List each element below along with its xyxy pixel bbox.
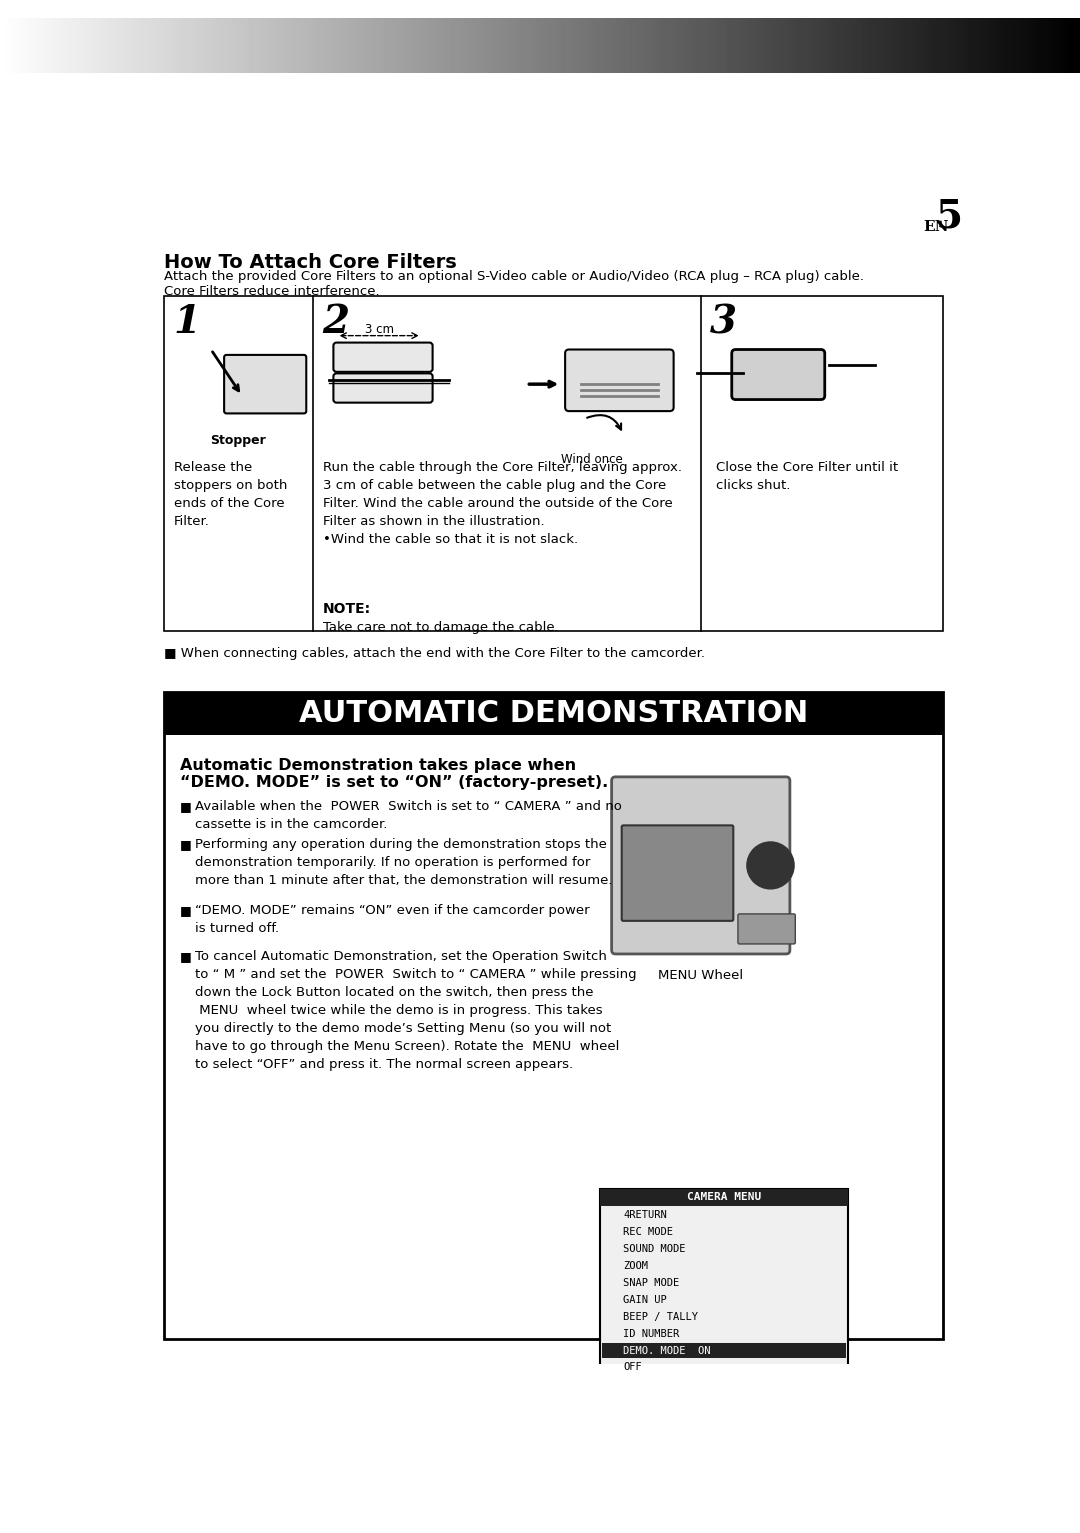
FancyBboxPatch shape — [334, 374, 433, 403]
Bar — [164, 296, 943, 630]
Text: AUTOMATIC DEMONSTRATION: AUTOMATIC DEMONSTRATION — [299, 699, 808, 728]
Text: 5: 5 — [935, 198, 962, 236]
Text: Wind once: Wind once — [562, 454, 623, 466]
FancyBboxPatch shape — [611, 777, 789, 954]
Text: EN: EN — [923, 221, 948, 235]
Text: REC MODE: REC MODE — [623, 1226, 673, 1237]
FancyBboxPatch shape — [334, 342, 433, 373]
Text: Run the cable through the Core Filter, leaving approx.
3 cm of cable between the: Run the cable through the Core Filter, l… — [323, 461, 681, 546]
Text: Release the
stoppers on both
ends of the Core
Filter.: Release the stoppers on both ends of the… — [174, 461, 287, 529]
Text: “DEMO. MODE” remains “ON” even if the camcorder power
is turned off.: “DEMO. MODE” remains “ON” even if the ca… — [195, 904, 590, 935]
Text: Automatic Demonstration takes place when: Automatic Demonstration takes place when — [180, 757, 576, 773]
Text: ■: ■ — [180, 800, 192, 812]
Text: Performing any operation during the demonstration stops the
demonstration tempor: Performing any operation during the demo… — [195, 839, 613, 888]
Bar — [600, 1188, 848, 1206]
FancyBboxPatch shape — [738, 914, 795, 944]
Text: 3: 3 — [710, 304, 737, 342]
Text: ZOOM: ZOOM — [623, 1260, 648, 1271]
Text: DEMO. MODE  ON: DEMO. MODE ON — [623, 1346, 711, 1355]
Text: Stopper: Stopper — [211, 434, 266, 448]
Text: “DEMO. MODE” is set to “ON” (factory-preset).: “DEMO. MODE” is set to “ON” (factory-pre… — [180, 774, 608, 789]
Text: To cancel Automatic Demonstration, set the Operation Switch
to “ M ” and set the: To cancel Automatic Demonstration, set t… — [195, 950, 637, 1072]
Text: 1: 1 — [174, 304, 201, 342]
FancyBboxPatch shape — [225, 356, 307, 414]
Text: OFF: OFF — [623, 1363, 642, 1372]
Text: 3 cm: 3 cm — [365, 322, 393, 336]
Text: ■: ■ — [180, 950, 192, 963]
Text: CAMERA MENU: CAMERA MENU — [687, 1193, 761, 1202]
Bar — [164, 693, 943, 1338]
Text: 4RETURN: 4RETURN — [623, 1210, 667, 1220]
Bar — [600, 1188, 848, 1375]
Text: MENU Wheel: MENU Wheel — [658, 969, 743, 983]
FancyBboxPatch shape — [622, 825, 733, 921]
Bar — [602, 1343, 847, 1358]
Text: BEEP / TALLY: BEEP / TALLY — [623, 1312, 699, 1321]
Circle shape — [747, 842, 794, 889]
Text: GAIN UP: GAIN UP — [623, 1295, 667, 1305]
Text: Close the Core Filter until it
clicks shut.: Close the Core Filter until it clicks sh… — [716, 461, 899, 492]
Text: Attach the provided Core Filters to an optional S-Video cable or Audio/Video (RC: Attach the provided Core Filters to an o… — [164, 270, 864, 299]
FancyBboxPatch shape — [732, 350, 825, 400]
Text: ■: ■ — [180, 904, 192, 917]
Text: SNAP MODE: SNAP MODE — [623, 1277, 679, 1288]
Bar — [164, 693, 943, 734]
Text: ■ When connecting cables, attach the end with the Core Filter to the camcorder.: ■ When connecting cables, attach the end… — [164, 647, 705, 661]
Text: Available when the  POWER  Switch is set to “ CAMERA ” and no
cassette is in the: Available when the POWER Switch is set t… — [195, 800, 622, 831]
Text: Take care not to damage the cable.: Take care not to damage the cable. — [323, 621, 558, 633]
Text: SOUND MODE: SOUND MODE — [623, 1243, 686, 1254]
FancyBboxPatch shape — [565, 350, 674, 411]
Text: 2: 2 — [323, 304, 350, 342]
Text: NOTE:: NOTE: — [323, 602, 370, 616]
Text: How To Attach Core Filters: How To Attach Core Filters — [164, 253, 457, 273]
Text: ■: ■ — [180, 839, 192, 851]
Text: ID NUMBER: ID NUMBER — [623, 1329, 679, 1338]
